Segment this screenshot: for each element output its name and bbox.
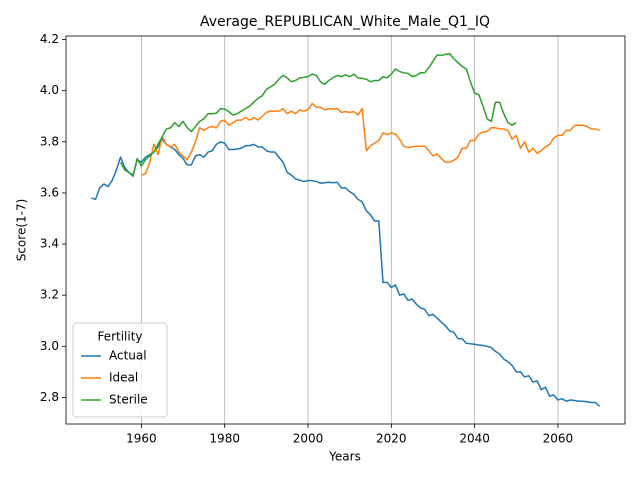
plot-frame xyxy=(65,35,626,425)
line-series xyxy=(119,52,517,178)
legend-label: Ideal xyxy=(109,371,138,385)
y-tick-label: 2.8 xyxy=(40,390,59,404)
y-tick-label: 3.0 xyxy=(40,339,59,353)
y-tick-label: 3.8 xyxy=(40,134,59,148)
y-axis-label: Score(1-7) xyxy=(15,199,29,262)
x-axis-label: Years xyxy=(328,450,361,464)
line-series xyxy=(91,138,601,407)
x-tick-label: 1980 xyxy=(209,432,240,446)
x-tick-label: 1960 xyxy=(126,432,157,446)
line-series xyxy=(141,102,600,176)
x-tick-label: 2060 xyxy=(543,432,574,446)
legend-box xyxy=(72,322,168,418)
x-tick-label: 2000 xyxy=(293,432,324,446)
legend-label: Sterile xyxy=(109,393,148,407)
y-tick-label: 4.0 xyxy=(40,83,59,97)
legend-label: Actual xyxy=(109,349,147,363)
y-tick-label: 3.4 xyxy=(40,237,59,251)
legend-title: Fertility xyxy=(97,330,142,344)
y-tick-label: 3.2 xyxy=(40,288,59,302)
x-tick-label: 2040 xyxy=(459,432,490,446)
y-tick-label: 4.2 xyxy=(40,32,59,46)
chart-title: Average_REPUBLICAN_White_Male_Q1_IQ xyxy=(200,14,490,30)
y-tick-label: 3.6 xyxy=(40,185,59,199)
x-tick-label: 2020 xyxy=(376,432,407,446)
